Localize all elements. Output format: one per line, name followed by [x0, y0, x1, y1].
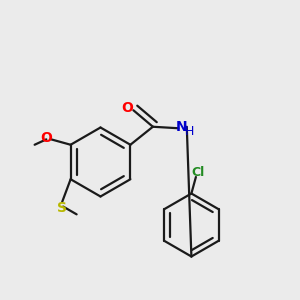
- Text: H: H: [185, 125, 194, 138]
- Text: O: O: [40, 130, 52, 145]
- Text: O: O: [121, 101, 133, 115]
- Text: Cl: Cl: [192, 166, 205, 179]
- Text: S: S: [57, 201, 67, 215]
- Text: N: N: [176, 120, 188, 134]
